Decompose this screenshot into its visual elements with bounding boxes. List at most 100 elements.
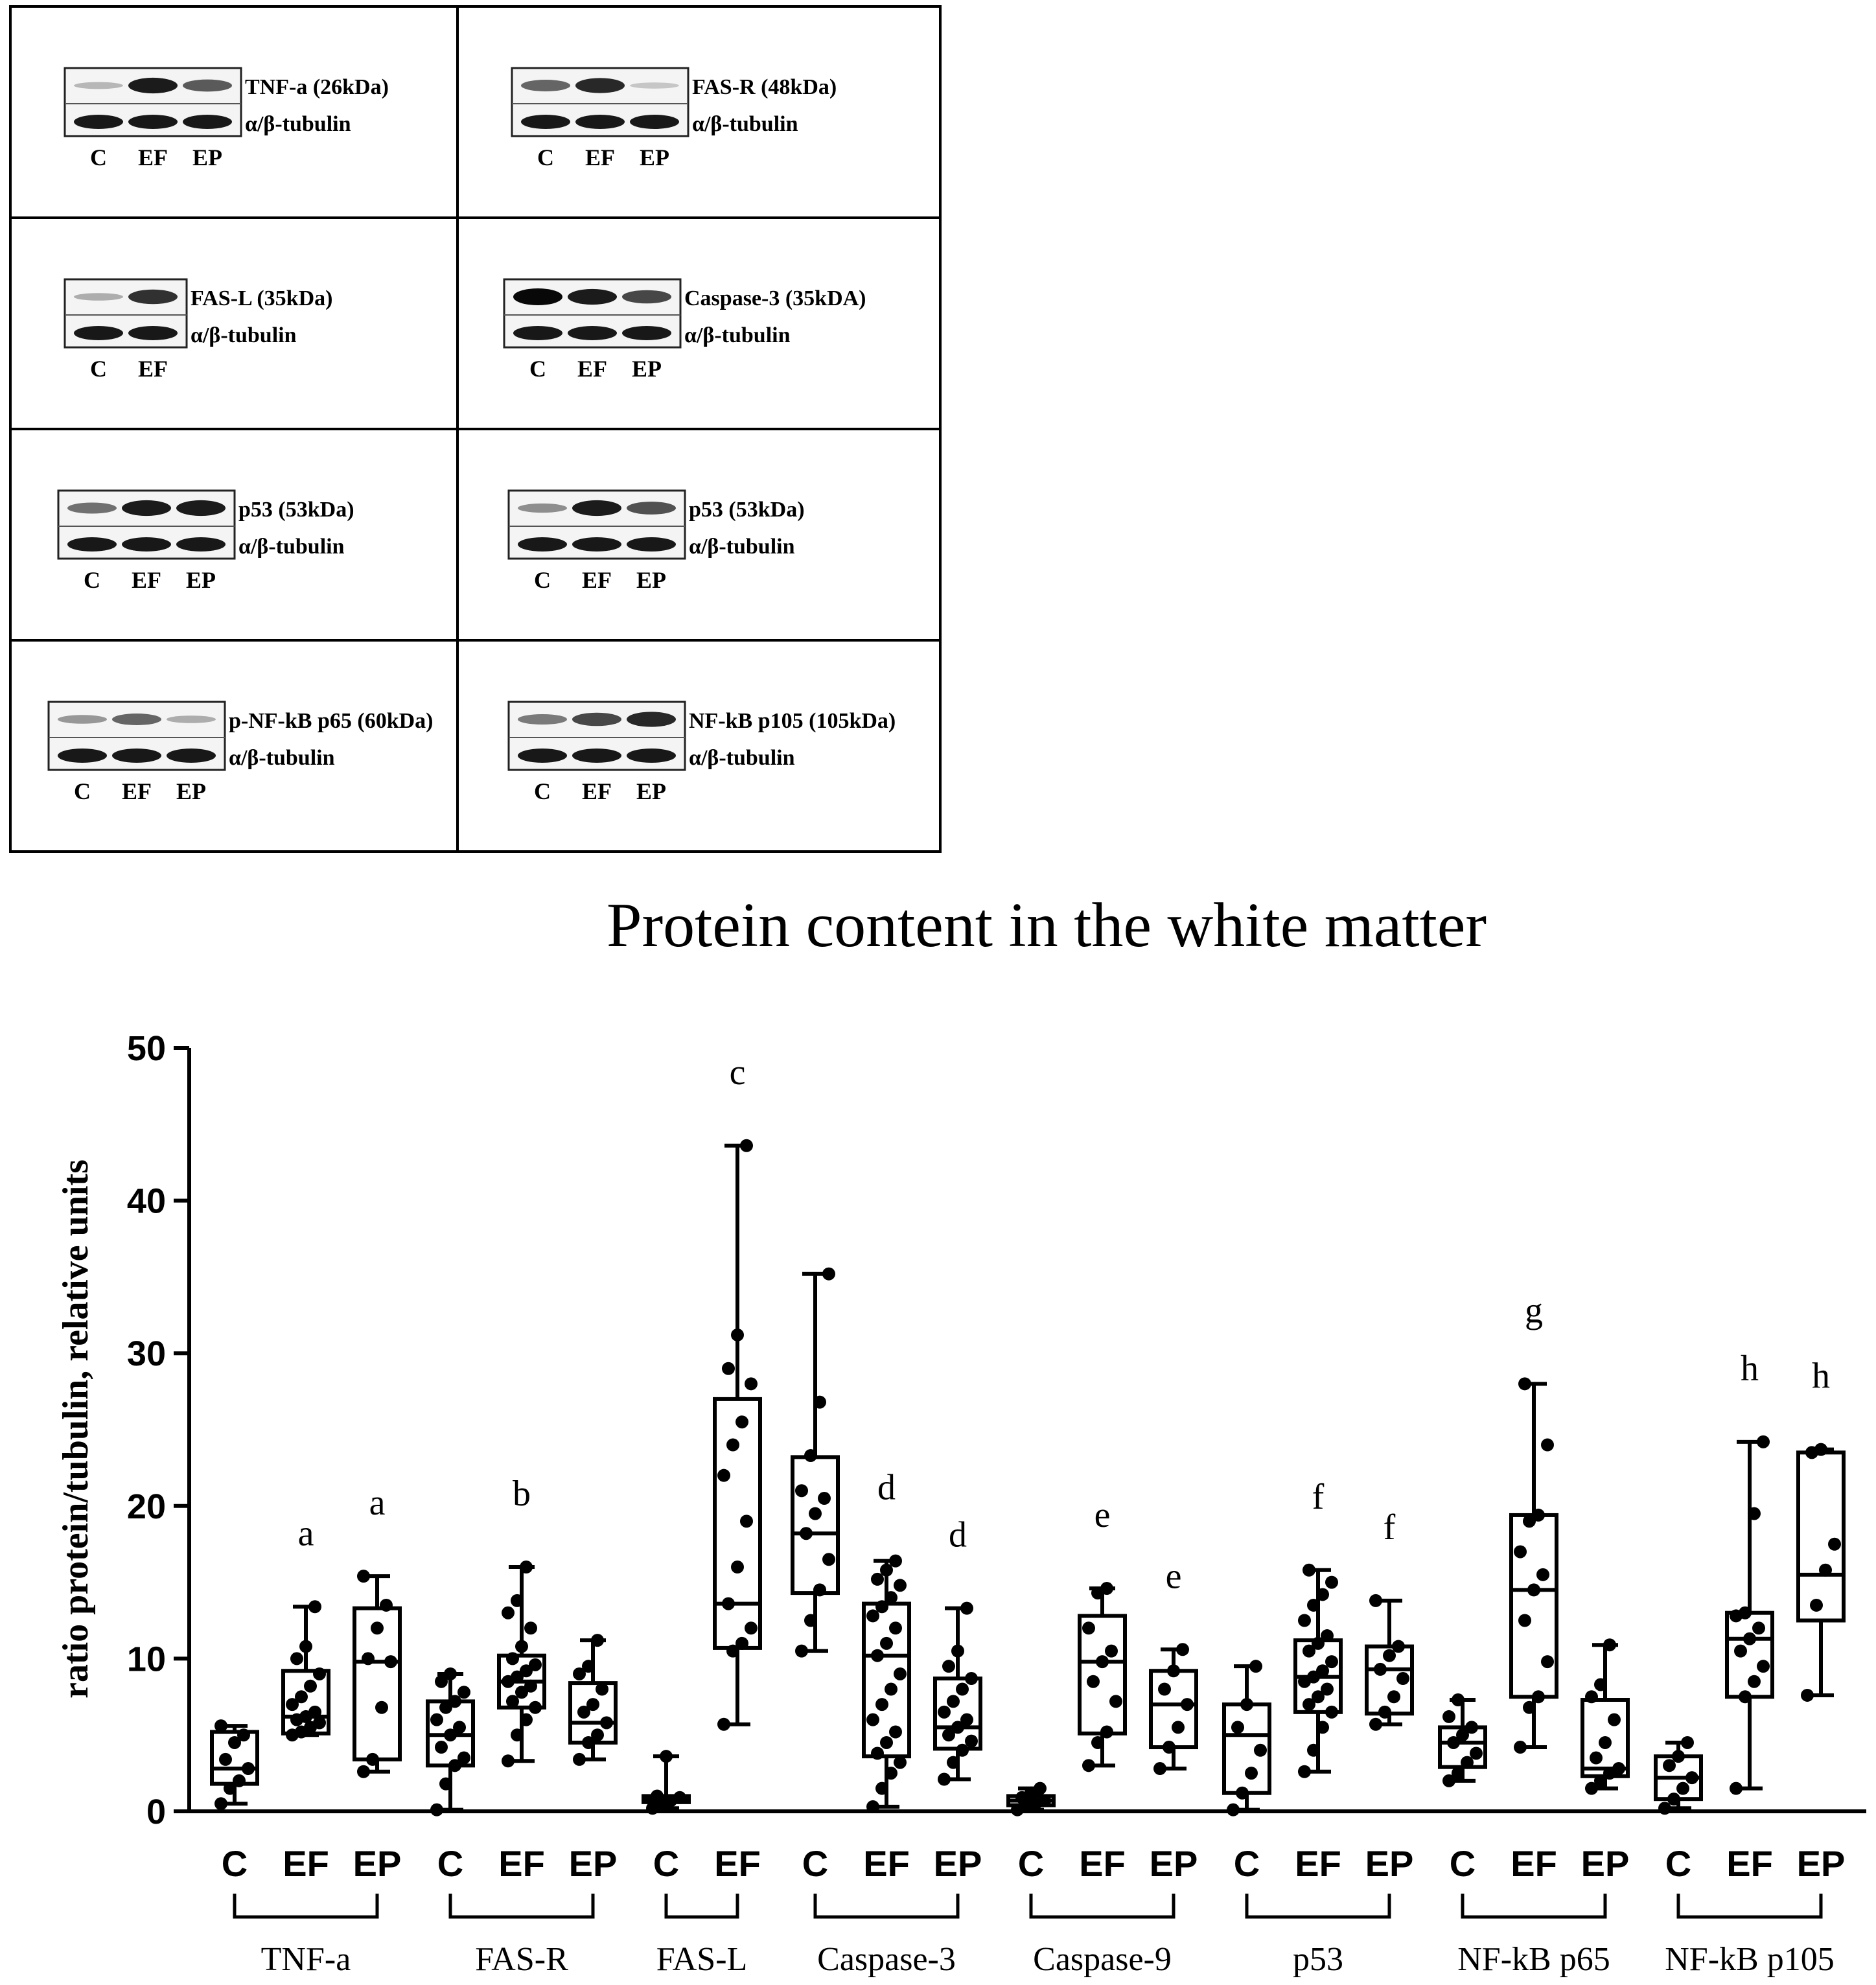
data-point: [1181, 1698, 1194, 1712]
data-point: [1316, 1664, 1329, 1678]
data-point: [956, 1682, 969, 1696]
data-point: [880, 1735, 893, 1749]
data-point: [1163, 1741, 1175, 1754]
group-bracket: [1676, 1894, 1823, 1919]
data-point: [960, 1713, 973, 1726]
group-label: FAS-L: [656, 1941, 748, 1978]
protein-band: [572, 500, 621, 517]
data-point: [430, 1803, 443, 1817]
tubulin-band: [183, 115, 232, 129]
data-point: [511, 1594, 524, 1607]
data-point: [1387, 1690, 1400, 1704]
data-point: [1325, 1705, 1338, 1719]
protein-band: [568, 288, 617, 305]
data-point: [448, 1759, 461, 1772]
data-point: [1316, 1721, 1329, 1734]
data-point: [965, 1734, 978, 1748]
data-point: [1369, 1717, 1382, 1731]
x-lane-label: EF: [283, 1843, 329, 1884]
y-tick-label: 10: [127, 1640, 166, 1678]
data-point: [1240, 1698, 1253, 1712]
data-point: [1676, 1782, 1689, 1795]
data-point: [1527, 1583, 1540, 1597]
data-point: [1523, 1701, 1536, 1714]
data-point: [1172, 1721, 1185, 1734]
data-point: [371, 1621, 384, 1635]
data-point: [951, 1721, 964, 1734]
data-point: [1757, 1435, 1770, 1448]
chart-title: Protein content in the white matter: [607, 890, 1487, 960]
data-point: [457, 1751, 470, 1765]
box: [862, 1601, 911, 1759]
data-point: [1307, 1598, 1320, 1612]
x-lane-label: EF: [1295, 1843, 1341, 1884]
data-point: [875, 1782, 888, 1795]
data-point: [1536, 1568, 1549, 1581]
data-point: [1378, 1705, 1391, 1719]
data-point: [813, 1583, 826, 1597]
x-lane-label: EP: [1581, 1843, 1630, 1884]
data-point: [871, 1747, 884, 1760]
data-point: [1303, 1698, 1315, 1712]
protein-band: [112, 714, 161, 725]
data-point: [731, 1561, 744, 1574]
data-point: [1667, 1793, 1680, 1806]
data-point: [660, 1750, 673, 1763]
protein-band: [521, 80, 570, 91]
data-point: [1325, 1655, 1338, 1669]
data-point: [444, 1728, 457, 1742]
data-point: [1532, 1690, 1545, 1704]
data-point: [591, 1634, 604, 1647]
data-point: [947, 1756, 960, 1769]
data-point: [529, 1701, 542, 1714]
data-point: [384, 1655, 397, 1669]
group-bracket: [1245, 1894, 1391, 1919]
data-point: [453, 1721, 466, 1734]
protein-band: [58, 715, 107, 724]
data-point: [242, 1762, 255, 1776]
protein-band: [67, 502, 117, 514]
x-lane-label: EP: [1365, 1843, 1414, 1884]
protein-band: [176, 500, 226, 517]
group-label: TNF-a: [261, 1941, 351, 1978]
data-point: [1312, 1636, 1325, 1650]
data-point: [1518, 1614, 1531, 1627]
group-bracket: [233, 1894, 379, 1919]
tubulin-label: α/β-tubulin: [238, 535, 345, 559]
tubulin-band: [630, 115, 679, 129]
data-point: [1594, 1774, 1607, 1787]
tubulin-band: [122, 537, 171, 551]
data-point: [439, 1777, 452, 1791]
tubulin-label: α/β-tubulin: [229, 746, 335, 770]
group-bracket: [813, 1894, 960, 1919]
lane-label: EF: [585, 145, 615, 170]
data-point: [1743, 1632, 1756, 1645]
x-lane-label: C: [653, 1843, 679, 1884]
group-bracket: [1029, 1894, 1175, 1919]
data-point: [938, 1705, 951, 1719]
data-point: [1442, 1710, 1455, 1723]
data-point: [1298, 1614, 1311, 1627]
x-lane-label: C: [437, 1843, 463, 1884]
data-point: [586, 1698, 599, 1712]
significance-letter: a: [298, 1513, 314, 1553]
data-point: [313, 1716, 326, 1730]
data-point: [804, 1614, 817, 1627]
significance-letter: c: [730, 1052, 746, 1093]
data-point: [871, 1649, 884, 1662]
data-point: [308, 1600, 321, 1614]
lane-label: C: [74, 778, 91, 804]
x-lane-label: C: [1234, 1843, 1260, 1884]
data-point: [1828, 1537, 1841, 1551]
data-point: [871, 1572, 884, 1586]
data-point: [506, 1695, 519, 1708]
data-point: [1585, 1782, 1598, 1795]
data-point: [502, 1754, 515, 1768]
data-point: [726, 1438, 739, 1452]
data-point: [1396, 1672, 1409, 1686]
data-point: [956, 1743, 969, 1757]
data-point: [1608, 1713, 1621, 1726]
data-point: [1307, 1670, 1320, 1684]
lane-label: EP: [640, 145, 669, 170]
group-label: p53: [1293, 1941, 1343, 1978]
